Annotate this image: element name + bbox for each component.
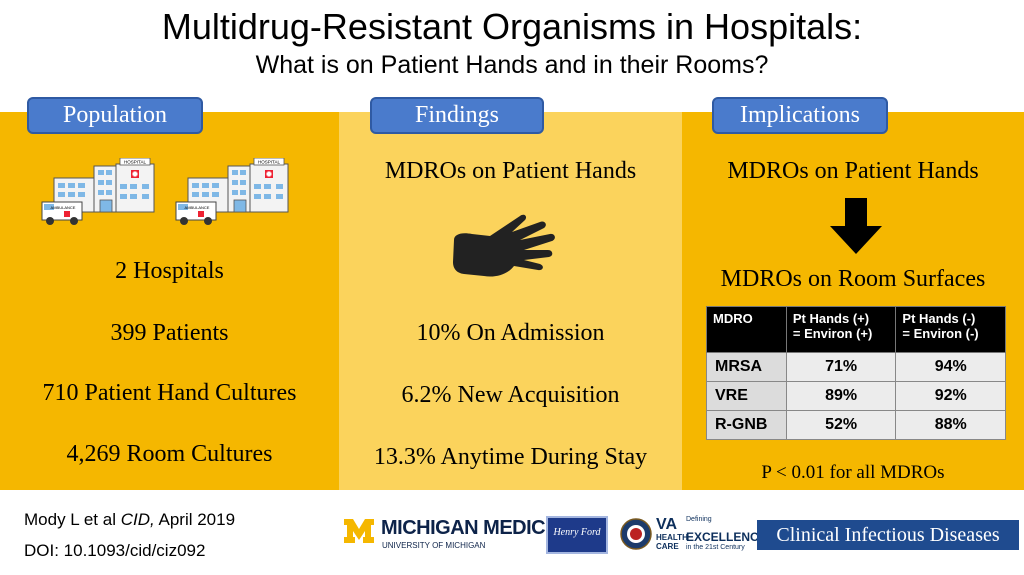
table-row: VRE 89% 92% — [706, 381, 1006, 411]
ambulance-label: AMBULANCE — [51, 205, 76, 210]
finding-anytime: 13.3% Anytime During Stay — [373, 444, 648, 470]
va-logo: VA — [656, 516, 678, 533]
tab-population: Population — [27, 97, 203, 134]
citation-date: April 2019 — [154, 510, 236, 529]
citation-journal: CID, — [120, 510, 155, 529]
hospital-icon: HOSPITAL AMBULANCE — [41, 158, 155, 225]
implications-heading-top: MDROs on Patient Hands — [727, 158, 979, 184]
table-cell: 94% — [895, 352, 1006, 382]
table-header: MDRO — [706, 306, 787, 353]
page-title: Multidrug-Resistant Organisms in Hospita… — [161, 6, 863, 47]
citation: Mody L et al CID, April 2019 — [24, 510, 235, 530]
table-header-row: MDRO Pt Hands (+) = Environ (+) Pt Hands… — [706, 306, 1006, 353]
table-cell: 71% — [785, 352, 897, 382]
arrow-down-icon — [830, 198, 882, 254]
michigan-medicine-logo: MICHIGAN MEDICINE — [381, 517, 577, 539]
table-row: R-GNB 52% 88% — [706, 410, 1006, 440]
stat-room-cultures: 4,269 Room Cultures — [66, 441, 273, 467]
tab-implications: Implications — [712, 97, 888, 134]
hospital-sign: HOSPITAL — [124, 160, 146, 165]
cid-journal-logo: Clinical Infectious Diseases — [757, 520, 1019, 550]
table-cell: R-GNB — [706, 410, 787, 440]
table-header: Pt Hands (-) = Environ (-) — [895, 306, 1006, 353]
va-seal-icon — [620, 518, 652, 550]
table-header: Pt Hands (+) = Environ (+) — [785, 306, 897, 353]
tab-findings: Findings — [370, 97, 544, 134]
hand-icon — [453, 214, 555, 277]
stat-hospitals: 2 Hospitals — [115, 258, 224, 284]
va-health-care: HEALTH CARE — [656, 533, 688, 551]
page-subtitle: What is on Patient Hands and in their Ro… — [255, 51, 769, 79]
table-cell: 88% — [895, 410, 1006, 440]
michigan-sub: UNIVERSITY OF MICHIGAN — [382, 541, 486, 550]
va-century: in the 21st Century — [686, 544, 745, 551]
findings-heading: MDROs on Patient Hands — [384, 158, 637, 184]
table-row: MRSA 71% 94% — [706, 352, 1006, 382]
finding-acquisition: 6.2% New Acquisition — [401, 382, 620, 408]
p-value-note: P < 0.01 for all MDROs — [761, 462, 945, 483]
ambulance-label: AMBULANCE — [185, 205, 210, 210]
implications-heading-bottom: MDROs on Room Surfaces — [720, 266, 986, 292]
table-cell: MRSA — [706, 352, 787, 382]
mdro-table: MDRO Pt Hands (+) = Environ (+) Pt Hands… — [706, 306, 1006, 440]
findings-panel — [339, 112, 682, 490]
hospital-icon: HOSPITAL AMBULANCE — [175, 158, 289, 225]
va-excellence: EXCELLENCE — [686, 530, 767, 544]
va-defining: Defining — [686, 516, 712, 523]
table-cell: 52% — [785, 410, 897, 440]
henry-ford-logo: Henry Ford — [546, 516, 608, 554]
table-cell: VRE — [706, 381, 787, 411]
table-cell: 92% — [895, 381, 1006, 411]
table-cell: 89% — [785, 381, 897, 411]
stat-patients: 399 Patients — [110, 320, 229, 346]
citation-author: Mody L et al — [24, 510, 121, 529]
hospital-sign: HOSPITAL — [258, 160, 280, 165]
doi: DOI: 10.1093/cid/ciz092 — [24, 541, 206, 560]
michigan-m-logo — [344, 519, 374, 543]
finding-admission: 10% On Admission — [416, 320, 605, 346]
stat-hand-cultures: 710 Patient Hand Cultures — [42, 380, 297, 406]
